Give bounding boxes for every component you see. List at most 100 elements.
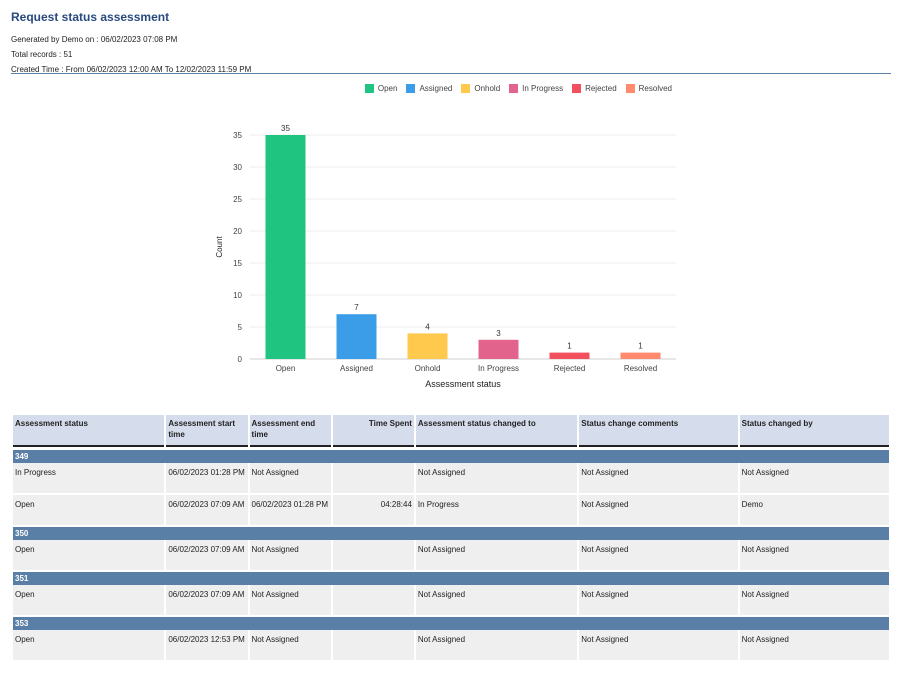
column-header[interactable]: Time Spent (332, 415, 414, 447)
table-cell: Not Assigned (249, 585, 331, 617)
legend-swatch (509, 84, 519, 93)
table-cell: 06/02/2023 07:09 AM (166, 495, 248, 527)
legend-label: Open (377, 84, 398, 93)
x-tick-label: Assigned (340, 364, 373, 373)
legend-item[interactable]: Resolved (625, 84, 672, 93)
bar-chart: 0 5 10 15 20 25 30 35 35 Open 7 Assigned 4 Onhold 3 In … (215, 124, 676, 389)
legend-label: Rejected (585, 84, 617, 93)
row-spacer (13, 447, 889, 450)
legend-label: Resolved (638, 84, 672, 93)
column-header[interactable]: Assessment end time (249, 415, 331, 447)
y-tick-label: 35 (233, 131, 242, 140)
y-tick-label: 5 (238, 323, 243, 332)
header-divider (11, 73, 891, 74)
table-cell (332, 540, 414, 572)
bar-onhold (407, 333, 448, 359)
table-cell: Not Assigned (739, 630, 889, 662)
x-tick-label: Open (276, 364, 296, 373)
group-id: 350 (13, 527, 889, 540)
legend-item[interactable]: In Progress (509, 84, 563, 93)
table-cell: Not Assigned (579, 585, 738, 617)
table-cell: 06/02/2023 12:53 PM (166, 630, 248, 662)
table-cell: 04:28:44 (332, 495, 414, 527)
y-tick-label: 25 (233, 195, 242, 204)
table-row[interactable]: In Progress 06/02/2023 01:28 PM Not Assign… (13, 463, 889, 495)
table-cell: Not Assigned (415, 540, 578, 572)
table-cell: Not Assigned (579, 463, 738, 495)
table-cell: Not Assigned (739, 463, 889, 495)
table-row[interactable]: Open 06/02/2023 07:09 AM Not Assigned Not A… (13, 585, 889, 617)
table-cell: 06/02/2023 07:09 AM (166, 540, 248, 572)
table-cell: Not Assigned (249, 540, 331, 572)
data-label: 1 (638, 342, 643, 351)
group-header-row[interactable]: 350 (13, 527, 889, 540)
table-cell: Open (13, 495, 165, 527)
table-cell: In Progress (13, 463, 165, 495)
legend-item[interactable]: Onhold (461, 84, 500, 93)
table-cell: Not Assigned (415, 585, 578, 617)
data-label: 7 (354, 303, 359, 312)
table-cell: Not Assigned (739, 585, 889, 617)
table-cell: Open (13, 585, 165, 617)
table-cell: 06/02/2023 01:28 PM (166, 463, 248, 495)
table-cell: Not Assigned (249, 630, 331, 662)
x-tick-label: In Progress (478, 364, 519, 373)
table-cell: Not Assigned (415, 630, 578, 662)
group-header-row[interactable]: 353 (13, 617, 889, 630)
y-tick-label: 20 (233, 227, 242, 236)
report-title: Request status assessment (11, 10, 170, 24)
legend-item[interactable]: Rejected (572, 84, 617, 93)
table-cell (332, 630, 414, 662)
y-axis-title: Count (215, 236, 224, 258)
legend-swatch (461, 84, 471, 93)
table-cell: Not Assigned (249, 463, 331, 495)
legend-swatch (572, 84, 582, 93)
table-cell (332, 585, 414, 617)
column-header[interactable]: Status change comments (579, 415, 738, 447)
legend-swatch (406, 84, 416, 93)
column-header[interactable]: Assessment start time (166, 415, 248, 447)
table-cell: Open (13, 630, 165, 662)
legend-label: Assigned (419, 84, 453, 93)
generated-by-text: Generated by Demo on : 06/02/2023 07:08 … (11, 35, 178, 44)
table-cell: Open (13, 540, 165, 572)
legend-label: In Progress (522, 84, 564, 93)
group-header-row[interactable]: 349 (13, 450, 889, 463)
table-cell: Not Assigned (739, 540, 889, 572)
y-tick-label: 0 (238, 355, 243, 364)
group-id: 349 (13, 450, 889, 463)
table-cell: 06/02/2023 07:09 AM (166, 585, 248, 617)
table-cell: Demo (739, 495, 889, 527)
data-label: 35 (281, 124, 290, 133)
table-cell (332, 463, 414, 495)
group-id: 353 (13, 617, 889, 630)
legend-swatch (625, 84, 635, 93)
group-id: 351 (13, 572, 889, 585)
table-cell: Not Assigned (579, 540, 738, 572)
table-cell: 06/02/2023 01:28 PM (249, 495, 331, 527)
column-header[interactable]: Assessment status changed to (415, 415, 578, 447)
bar-resolved (620, 352, 661, 359)
group-header-row[interactable]: 351 (13, 572, 889, 585)
data-label: 1 (567, 342, 572, 351)
x-axis-title: Assessment status (425, 379, 501, 389)
column-header[interactable]: Status changed by (739, 415, 889, 447)
table-cell: Not Assigned (579, 630, 738, 662)
legend-item[interactable]: Assigned (406, 84, 452, 93)
table-row[interactable]: Open 06/02/2023 07:09 AM Not Assigned Not A… (13, 540, 889, 572)
assessment-table: Assessment status Assessment start time As… (11, 415, 891, 662)
bar-assigned (336, 314, 377, 359)
bar-open (265, 135, 306, 359)
table-row[interactable]: Open 06/02/2023 07:09 AM 06/02/2023 01:28 … (13, 495, 889, 527)
x-tick-label: Resolved (624, 364, 657, 373)
table-cell: Not Assigned (579, 495, 738, 527)
table-header-row: Assessment status Assessment start time As… (13, 415, 889, 447)
legend-item[interactable]: Open (364, 84, 398, 93)
x-tick-label: Rejected (554, 364, 586, 373)
column-header[interactable]: Assessment status (13, 415, 165, 447)
table-cell: Not Assigned (415, 463, 578, 495)
y-tick-label: 30 (233, 163, 242, 172)
legend-swatch (364, 84, 374, 93)
x-tick-label: Onhold (415, 364, 441, 373)
table-row[interactable]: Open 06/02/2023 12:53 PM Not Assigned Not A… (13, 630, 889, 662)
